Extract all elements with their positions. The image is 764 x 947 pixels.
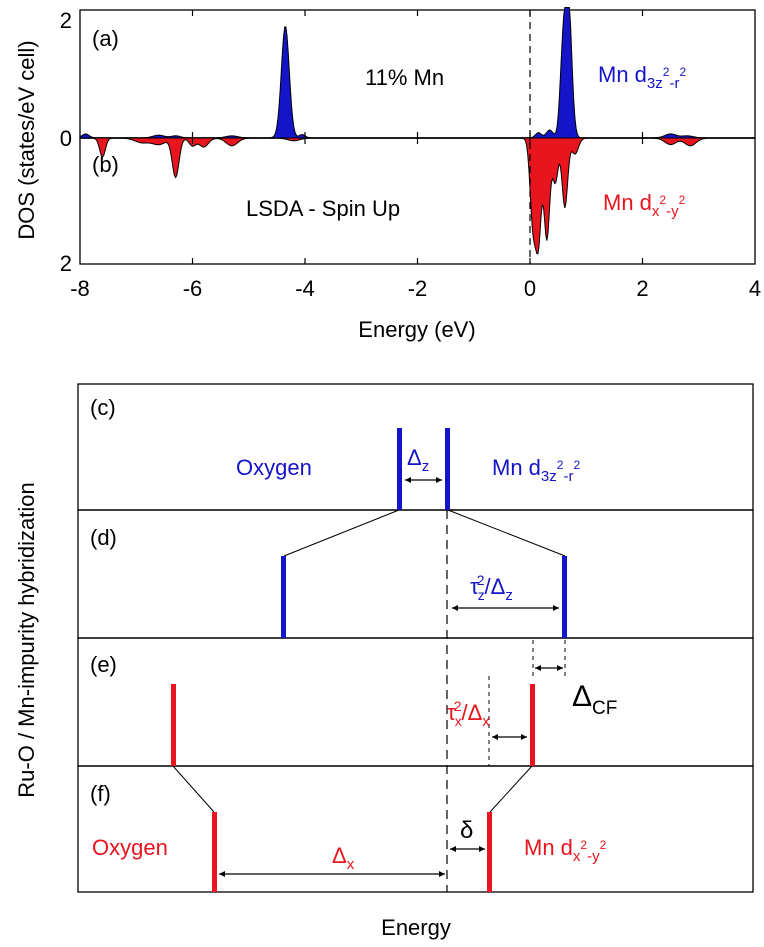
panel-c-delta-label: Δz (407, 445, 429, 475)
y-tick-a-top: 2 (60, 8, 72, 33)
panel-c-delta-arrow (405, 477, 442, 483)
connector-e-f-right (489, 765, 533, 813)
x-tick-label: -6 (183, 276, 203, 301)
diagram-x-axis-label: Energy (381, 915, 451, 940)
panel-b-series-label: Mn dx2-y2 (603, 190, 686, 220)
panel-c-oxygen-label: Oxygen (236, 455, 312, 480)
panel-d-tau-label: τz2/Δz (470, 572, 513, 604)
level-f-mn (487, 812, 492, 892)
connector-c-d-right (447, 509, 566, 557)
dos-plot: -8 -6 -4 -2 0 2 4 2 0 2 DOS (states/eV cell) E… (14, 6, 761, 342)
panel-f-delta-arrow (219, 871, 445, 877)
diagram-panel-e-frame (77, 637, 754, 767)
panel-e-cf-arrow (535, 665, 563, 671)
panel-d-tau-arrow (452, 605, 559, 611)
x-tick-label: 2 (636, 276, 648, 301)
dos-area-panel-b (79, 137, 756, 255)
x-tick-label: -4 (295, 276, 315, 301)
diagram-panel-f-frame (77, 765, 754, 893)
panel-e-label: (e) (90, 652, 117, 677)
panel-b-annotation: LSDA - Spin Up (246, 196, 400, 221)
panel-c-label: (c) (90, 395, 116, 420)
connector-e-f-left (172, 765, 215, 813)
diagram-panel-d-frame (77, 509, 754, 639)
level-e-antibonding (530, 684, 535, 766)
connector-c-d-left (283, 509, 400, 557)
panel-c-mn-label: Mn d3z2-r2 (492, 455, 580, 485)
level-diagram: (c) Oxygen Δz Mn d3z2-r2 (d) τz2/Δz (e) (14, 383, 754, 940)
x-tick-label: 4 (749, 276, 761, 301)
panel-b-label: (b) (92, 152, 119, 177)
panel-e-tau-arrow (492, 734, 527, 740)
level-d-bonding (281, 556, 286, 638)
x-axis-ticks: -8 -6 -4 -2 0 2 4 (70, 10, 761, 301)
diagram-y-axis-label: Ru-O / Mn-impurity hybridization (14, 482, 39, 797)
panel-a-series-label: Mn d3z2-r2 (598, 62, 686, 92)
level-f-oxygen (212, 812, 217, 892)
level-c-mn (445, 428, 450, 510)
dos-panel-b-frame (79, 137, 756, 265)
panel-f-oxygen-label: Oxygen (92, 835, 168, 860)
dos-y-axis-label: DOS (states/eV cell) (14, 40, 39, 239)
level-c-oxygen (397, 428, 402, 510)
x-tick-label: -2 (408, 276, 428, 301)
panel-e-cf-label: ΔCF (572, 680, 617, 719)
y-tick-a-zero: 0 (60, 126, 72, 151)
panel-a-label: (a) (92, 26, 119, 51)
panel-f-mn-label: Mn dx2-y2 (524, 835, 607, 865)
x-tick-label: 0 (524, 276, 536, 301)
x-tick-label: -8 (70, 276, 90, 301)
panel-e-tau-label: τx2/Δx (447, 698, 490, 730)
y-tick-b-bottom: 2 (60, 251, 72, 276)
level-d-antibonding (562, 556, 567, 638)
panel-d-label: (d) (90, 525, 117, 550)
panel-f-delta-label: Δx (332, 843, 355, 873)
panel-f-small-delta-label: δ (460, 817, 473, 844)
panel-f-label: (f) (90, 781, 111, 806)
panel-f-small-delta-arrow (450, 846, 485, 852)
panel-a-annotation: 11% Mn (365, 65, 444, 90)
dos-x-axis-label: Energy (eV) (358, 317, 475, 342)
level-e-bonding (171, 684, 176, 766)
